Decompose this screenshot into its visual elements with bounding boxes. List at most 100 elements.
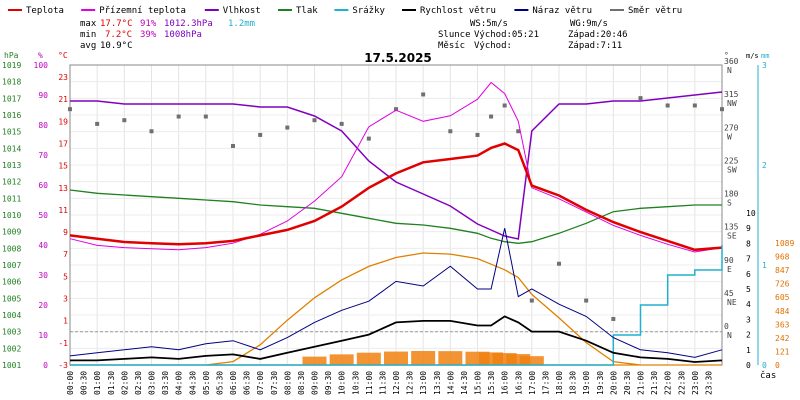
pressure-tick-9: 1010 [2,211,21,220]
rain-tick-1: 2 [762,161,767,170]
wind-dir-point [312,118,317,123]
temperature-tick-5: 13 [58,184,68,193]
time-tick-26: 13:00 [419,371,428,395]
pressure-tick-6: 1013 [2,161,21,170]
direction-tick-2: 270 [724,123,739,132]
wind-dir-point [339,121,344,126]
humidity-tick-1: 90 [38,91,48,100]
wind-dir-point [720,107,724,112]
wind-tick-1: 9 [746,224,751,233]
time-tick-39: 19:30 [596,371,605,395]
time-tick-14: 07:00 [256,371,265,395]
wind-tick-7: 3 [746,315,751,324]
time-tick-40: 20:00 [609,371,618,395]
radiation-tick-6: 363 [775,320,790,329]
time-tick-33: 16:30 [514,371,523,395]
wind-dir-point [149,129,154,134]
legend-label-2: Vlhkost [223,6,261,16]
wind-dir-point [557,261,561,266]
wind-tick-9: 1 [746,346,751,355]
wind-tick-5: 5 [746,285,751,294]
time-tick-46: 23:00 [691,371,700,395]
info-sun-set: Západ:20:46 [568,30,628,40]
wind-dir-point [529,298,534,303]
stat-max-label: max [80,19,97,29]
time-tick-19: 09:30 [324,371,333,395]
time-tick-9: 04:30 [188,371,197,395]
radiation-bar [384,351,408,365]
series-wind-gust [69,228,723,358]
humidity-tick-6: 40 [38,241,48,250]
info-moon-rise: Východ: [474,41,512,51]
info-moon-label: Měsíc [438,41,465,51]
series-rain [70,245,723,366]
series-humidity [70,91,723,240]
direction-label-7: NE [727,298,737,307]
temperature-tick-0: 23 [58,73,68,82]
stat-avg-label: avg [80,41,96,51]
wind-dir-point [638,96,643,101]
rain-tick-2: 1 [762,261,767,270]
time-tick-25: 12:30 [406,371,415,395]
direction-label-0: N [727,66,732,75]
wind-tick-0: 10 [746,209,756,218]
pressure-tick-10: 1009 [2,228,21,237]
rain-tick-0: 3 [762,61,767,70]
direction-tick-1: 315 [724,90,739,99]
wind-dir-point [421,92,426,97]
time-tick-1: 00:30 [80,371,89,395]
chart-title: 17.5.2025 [364,51,432,65]
time-tick-44: 22:00 [664,371,673,395]
wind-dir-point [258,132,263,137]
radiation-bar [438,351,463,365]
wind-tick-4: 6 [746,270,751,279]
temperature-tick-11: 1 [63,317,68,326]
time-tick-6: 03:00 [148,371,157,395]
stat-min-label: min [80,30,96,40]
time-tick-27: 13:30 [433,371,442,395]
time-tick-22: 11:00 [365,371,374,395]
time-tick-29: 14:30 [460,371,469,395]
wind-dir-point [475,132,480,137]
wind-dir-point [448,129,453,134]
wind-dir-point [611,316,616,321]
pressure-tick-12: 1007 [2,261,21,270]
legend-label-6: Náraz větru [532,6,592,16]
pressure-tick-14: 1005 [2,294,21,303]
humidity-tick-4: 60 [38,181,48,190]
direction-label-4: S [727,199,732,208]
temperature-tick-2: 19 [58,117,68,126]
time-tick-35: 17:30 [541,371,550,395]
stats-box: max 17.7°C 91% 1012.3hPa 1.2mm min 7.2°C… [80,19,255,51]
wind-dir-point [176,114,181,119]
info-moon-set: Západ:7:11 [568,41,622,51]
wind-tick-2: 8 [746,239,751,248]
series-ground-temp [69,81,723,253]
radiation-tick-7: 242 [775,334,790,343]
pressure-tick-8: 1011 [2,194,21,203]
legend: Teplota Přízemní teplota Vlhkost Tlak Srážky… [8,6,682,16]
time-tick-42: 21:00 [637,371,646,395]
temperature-tick-12: -1 [58,339,68,348]
pressure-tick-15: 1004 [2,311,21,320]
humidity-unit: % [38,51,43,60]
pressure-tick-4: 1015 [2,128,21,137]
radiation-tick-4: 605 [775,293,790,302]
legend-label-0: Teplota [26,6,64,16]
wind-dir-point [394,107,398,112]
radiation-bar [492,353,517,365]
temperature-tick-1: 21 [58,95,68,104]
info-sun-label: Slunce [438,30,471,40]
time-tick-0: 00:00 [66,371,75,395]
time-tick-30: 15:00 [474,371,483,395]
wind-tick-8: 2 [746,331,751,340]
time-tick-37: 18:30 [569,371,578,395]
stat-max-temp: 17.7°C [100,19,133,29]
pressure-tick-16: 1003 [2,328,21,337]
pressure-tick-17: 1002 [2,344,21,353]
wind-unit: m/s [746,52,759,60]
stat-max-hum: 91% [140,19,157,29]
time-tick-7: 03:30 [161,371,170,395]
